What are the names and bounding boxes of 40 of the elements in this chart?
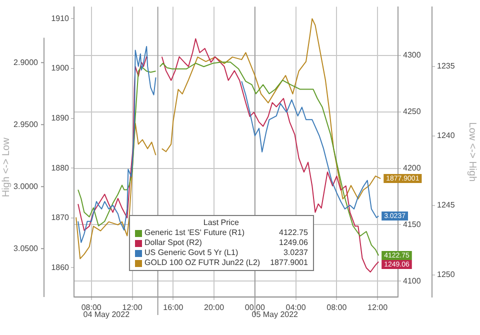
x-tick-label: 12:00 — [122, 303, 143, 312]
x-tick-label: 04:00 — [286, 303, 306, 312]
legend-title: Last Price — [202, 218, 240, 228]
text: 04 May 2022 — [83, 310, 130, 320]
y3-tick-label: 1240 — [437, 131, 456, 140]
y-tick-label: 1880 — [51, 163, 70, 172]
y3-tick-label: 1250 — [437, 270, 456, 279]
text: 3.0237 — [283, 248, 308, 257]
x-tick-label: 00:00 — [244, 303, 266, 312]
legend-label: Dollar Spot (R2) — [144, 238, 203, 248]
y2-tick-label: 4100 — [403, 276, 422, 286]
y2-tick-label: 4300 — [403, 50, 422, 60]
y-tick-label: 1900 — [51, 64, 70, 73]
x-tick-label: 12:00 — [368, 303, 388, 312]
y-tick-label: 1890 — [51, 114, 70, 123]
legend-label: Generic 1st 'ES' Future (R1) — [144, 228, 246, 238]
y3-tick-label: 1235 — [437, 62, 456, 71]
y2-tick-label: 4150 — [403, 220, 422, 229]
x-tick-label: 20:00 — [204, 303, 225, 312]
y-tick-label: 1870 — [51, 213, 70, 222]
y-tick-label: 3.0000 — [14, 182, 39, 191]
legend-label: US Generic Govt 5 Yr (L1) — [144, 248, 240, 258]
text: 4122.75 — [279, 228, 308, 237]
y2-tick-label: 4200 — [403, 163, 422, 172]
legend-label: GOLD 100 OZ FUTR Jun22 (L2) — [144, 258, 260, 268]
y-tick-label: 1910 — [51, 14, 70, 23]
y2-tick-label: 4250 — [403, 107, 422, 116]
x-tick-label: 08:00 — [326, 303, 348, 312]
y-tick-label: 1860 — [51, 262, 70, 272]
x-tick-label: 08:00 — [81, 303, 102, 312]
y3-axis-title: Low <-> High — [466, 122, 478, 182]
text: 1877.9001 — [270, 258, 308, 267]
x-tick-label: 16:00 — [163, 303, 184, 312]
y-tick-label: 2.9000 — [14, 58, 39, 67]
y-axis-title: High <-> Low — [0, 136, 12, 198]
y3-tick-label: 1245 — [437, 200, 456, 210]
y-tick-label: 3.0500 — [14, 244, 39, 253]
y-tick-label: 2.9500 — [14, 120, 39, 129]
text: 05 May 2022 — [252, 310, 299, 320]
text: 1249.06 — [279, 238, 308, 247]
